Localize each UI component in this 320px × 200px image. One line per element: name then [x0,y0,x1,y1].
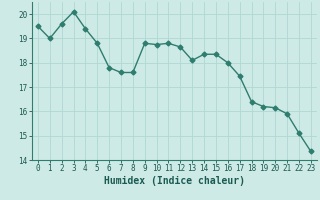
X-axis label: Humidex (Indice chaleur): Humidex (Indice chaleur) [104,176,245,186]
